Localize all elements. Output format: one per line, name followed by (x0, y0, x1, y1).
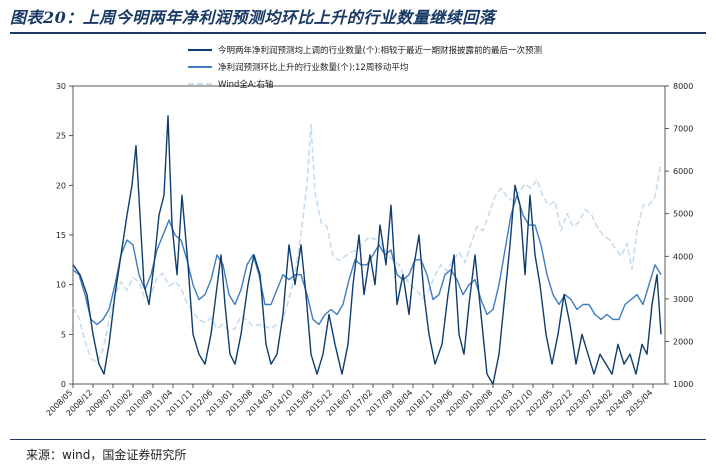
y-left-tick-label: 0 (61, 380, 66, 389)
axes-layer (69, 85, 669, 388)
y-left-tick-label: 15 (56, 231, 66, 240)
chart-title: 图表20：上周今明两年净利润预测均环比上升的行业数量继续回落 (10, 8, 496, 27)
y-right-tick-label: 3000 (673, 295, 693, 304)
y-right-tick-label: 8000 (673, 82, 693, 91)
y-left-tick-label: 20 (56, 181, 66, 190)
y-left-tick-label: 30 (56, 82, 66, 91)
footer-divider (10, 439, 706, 440)
y-right-tick-label: 2000 (673, 337, 693, 346)
y-left-tick-label: 5 (61, 330, 66, 339)
legend-label-3: Wind全A:右轴 (218, 79, 273, 90)
series-line-1 (72, 115, 662, 385)
title-divider (10, 32, 706, 34)
legend-label-2: 净利润预测环比上升的行业数量(个):12周移动平均 (218, 62, 408, 73)
source-note: 来源：wind，国金证券研究所 (26, 448, 187, 462)
y-left-tick-label: 25 (56, 132, 66, 141)
legend: 今明两年净利润预测均上调的行业数量(个):相较于最近一期财报披露前的最后一次预测… (188, 45, 542, 90)
plot-frame (72, 85, 666, 385)
y-right-tick-label: 1000 (673, 380, 693, 389)
y-right-tick-label: 4000 (673, 252, 693, 261)
y-right-tick-label: 5000 (673, 210, 693, 219)
series-line-2 (72, 194, 662, 326)
y-right-tick-label: 7000 (673, 125, 693, 134)
y-left-tick-label: 10 (56, 281, 66, 290)
legend-label-1: 今明两年净利润预测均上调的行业数量(个):相较于最近一期财报披露前的最后一次预测 (218, 45, 542, 56)
series-layer (72, 115, 662, 385)
chart-canvas: 今明两年净利润预测均上调的行业数量(个):相较于最近一期财报披露前的最后一次预测… (45, 45, 694, 418)
series-line-3 (72, 123, 662, 364)
y-right-tick-label: 6000 (673, 167, 693, 176)
